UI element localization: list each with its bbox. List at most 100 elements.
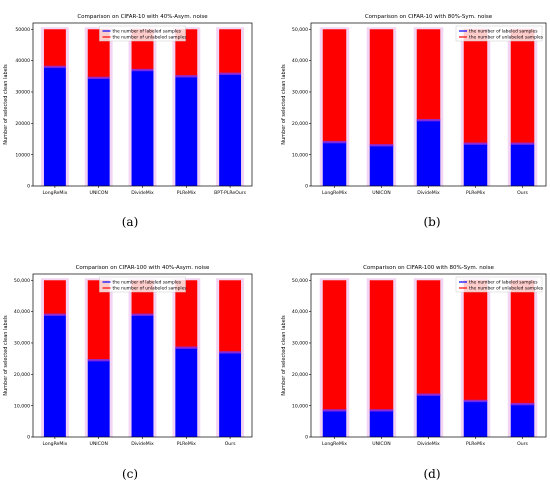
y-axis-label: Number of selected clean labels xyxy=(3,64,9,145)
y-tick-label: 10000 xyxy=(15,152,30,158)
bar-separator xyxy=(416,118,441,122)
legend-entry: the number of unlabeled samples xyxy=(469,286,544,292)
y-axis-label: Number of selected clean labels xyxy=(281,315,287,396)
bar-separator xyxy=(416,393,441,396)
legend-entry: the number of unlabeled samples xyxy=(469,35,544,41)
bar-separator xyxy=(219,72,242,75)
bar-unlabeled xyxy=(43,29,66,67)
bar-labeled xyxy=(87,360,110,437)
panel-label: (a) xyxy=(122,215,139,229)
y-axis-label: Number of selected clean labels xyxy=(3,315,9,396)
x-tick-label: UNICON xyxy=(372,441,390,447)
x-tick-label: DivideMix xyxy=(131,441,154,447)
y-tick-label: 0 xyxy=(305,435,308,441)
x-tick-label: LongReMix xyxy=(42,441,67,447)
bar-labeled xyxy=(463,143,488,186)
x-tick-label: DivideMix xyxy=(131,190,154,196)
bar-separator xyxy=(322,409,347,412)
legend-entry: the number of labeled samples xyxy=(113,29,182,35)
bar-labeled xyxy=(369,145,394,186)
legend-box xyxy=(455,276,543,293)
bar-separator xyxy=(43,313,66,316)
bar-labeled xyxy=(131,314,154,437)
x-tick-label: UNICON xyxy=(89,441,107,447)
bar-separator xyxy=(369,409,394,412)
chart-title: Comparison on CIFAR-10 with 80%-Sym. noi… xyxy=(365,14,493,20)
bar-labeled xyxy=(416,120,441,186)
legend-entry: the number of labeled samples xyxy=(113,280,182,286)
bar-separator xyxy=(175,346,198,349)
chart-panel: Comparison on CIFAR-10 with 40%-Asym. no… xyxy=(3,14,253,229)
y-tick-label: 20000 xyxy=(15,121,30,127)
x-tick-label: Ours xyxy=(517,190,528,196)
x-tick-label: BPT-PLReOurs xyxy=(214,190,247,196)
y-tick-label: 20,000 xyxy=(14,372,30,378)
x-tick-label: Ours xyxy=(225,441,236,447)
x-tick-label: PLReMix xyxy=(466,441,485,447)
y-tick-label: 50,000 xyxy=(292,278,308,284)
bar-labeled xyxy=(87,77,110,186)
legend-box xyxy=(99,25,186,42)
chart-title: Comparison on CIFAR-10 with 40%-Asym. no… xyxy=(77,14,208,20)
y-tick-label: 30,000 xyxy=(292,90,308,96)
chart-panel: Comparison on CIFAR-100 with 80%-Sym. no… xyxy=(281,265,547,481)
y-tick-label: 0 xyxy=(27,184,30,190)
bar-unlabeled xyxy=(510,29,535,144)
bar-separator xyxy=(463,142,488,145)
chart-title: Comparison on CIFAR-100 with 40%-Asym. n… xyxy=(76,265,210,271)
bar-labeled xyxy=(463,400,488,437)
x-tick-label: Ours xyxy=(517,441,528,447)
bar-labeled xyxy=(369,410,394,437)
bar-labeled xyxy=(510,404,535,437)
y-tick-label: 40000 xyxy=(15,58,30,64)
bar-unlabeled xyxy=(87,29,110,78)
chart-panel: Comparison on CIFAR-10 with 80%-Sym. noi… xyxy=(281,14,547,229)
x-tick-label: DivideMix xyxy=(417,190,440,196)
chart-title: Comparison on CIFAR-100 with 80%-Sym. no… xyxy=(363,265,494,271)
y-tick-label: 30000 xyxy=(15,90,30,96)
legend-box xyxy=(455,25,543,42)
y-tick-label: 50000 xyxy=(15,27,30,33)
y-tick-label: 40,000 xyxy=(14,309,30,315)
bar-separator xyxy=(175,75,198,78)
bar-separator xyxy=(131,313,154,316)
y-tick-label: 0 xyxy=(305,184,308,190)
panel-label: (c) xyxy=(122,467,138,481)
bar-separator xyxy=(510,402,535,406)
bar-unlabeled xyxy=(463,29,488,144)
x-tick-label: LongReMix xyxy=(322,441,347,447)
legend-box xyxy=(99,276,186,293)
bar-labeled xyxy=(322,410,347,437)
panel-label: (d) xyxy=(423,467,440,481)
bar-unlabeled xyxy=(369,29,394,146)
bar-unlabeled xyxy=(322,29,347,143)
legend-entry: the number of labeled samples xyxy=(469,29,538,35)
y-tick-label: 30,000 xyxy=(14,341,30,347)
x-tick-label: LongReMix xyxy=(322,190,347,196)
panel-label: (b) xyxy=(423,215,440,229)
bar-unlabeled xyxy=(175,280,198,348)
y-tick-label: 50,000 xyxy=(14,278,30,284)
chart-panel: Comparison on CIFAR-100 with 40%-Asym. n… xyxy=(3,265,253,481)
bar-separator xyxy=(87,359,110,362)
bar-unlabeled xyxy=(87,280,110,361)
x-tick-label: PLReMix xyxy=(177,441,196,447)
y-tick-label: 10,000 xyxy=(14,403,30,409)
y-tick-label: 50,000 xyxy=(292,27,308,33)
bar-labeled xyxy=(43,66,66,186)
plot-frame xyxy=(310,273,547,438)
plot-frame xyxy=(32,273,253,438)
bar-labeled xyxy=(416,394,441,437)
bar-separator xyxy=(369,144,394,147)
y-tick-label: 30,000 xyxy=(292,341,308,347)
bar-labeled xyxy=(510,143,535,186)
y-tick-label: 10,000 xyxy=(292,152,308,158)
x-tick-label: UNICON xyxy=(89,190,107,196)
x-tick-label: PLReMix xyxy=(466,190,485,196)
bar-labeled xyxy=(322,142,347,186)
x-tick-label: LongReMix xyxy=(42,190,67,196)
y-tick-label: 20,000 xyxy=(292,121,308,127)
bar-unlabeled xyxy=(369,280,394,411)
y-axis-label: Number of selected clean labels xyxy=(281,64,287,145)
